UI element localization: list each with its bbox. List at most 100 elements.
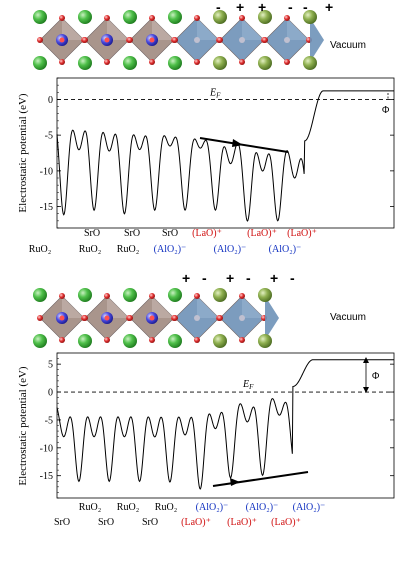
layer-label: RuO₂	[29, 244, 51, 255]
charge-sign: -	[216, 0, 221, 15]
oxygen-atom	[82, 37, 88, 43]
layer-label: SrO	[84, 228, 100, 239]
y-tick-label: -15	[40, 471, 53, 482]
oxygen-atom	[59, 337, 65, 343]
oxygen-atom	[37, 315, 43, 321]
plot-frame	[56, 77, 395, 229]
layer-label: SrO	[98, 517, 114, 528]
layer-label: SrO	[162, 228, 178, 239]
oxygen-atom	[239, 337, 245, 343]
a-site-atom	[168, 56, 182, 70]
a-site-atom	[213, 288, 227, 302]
y-tick-label: 5	[48, 360, 53, 371]
fermi-level-label: EF	[209, 87, 221, 99]
a-site-atom	[123, 10, 137, 24]
ruo6-octahedron	[127, 15, 177, 65]
a-site-atom	[33, 56, 47, 70]
alo6-octahedron	[172, 293, 222, 343]
y-tick-label: 0	[48, 95, 53, 106]
oxygen-atom	[82, 315, 88, 321]
y-axis-title: Electrostatic potential (eV)	[17, 93, 29, 212]
a-site-atom	[213, 334, 227, 348]
potential-curve	[56, 90, 394, 222]
charge-sign: +	[258, 0, 266, 15]
oxygen-atom	[239, 293, 245, 299]
oxygen-atom	[149, 337, 155, 343]
layer-label: SrO	[54, 517, 70, 528]
vacuum-label-bottom: Vacuum	[330, 312, 366, 323]
oxygen-atom	[37, 37, 43, 43]
oxygen-atom	[262, 37, 268, 43]
slope-line	[212, 471, 309, 487]
potential-plot-top: 0 -5 -10 -15 EF Φ Electrostatic potential (…	[17, 77, 395, 229]
oxygen-atom	[194, 15, 200, 21]
oxygen-atom	[104, 59, 110, 65]
a-site-atom	[258, 288, 272, 302]
charge-sign: +	[182, 270, 190, 286]
layer-label: SrO	[124, 228, 140, 239]
a-site-atom	[213, 56, 227, 70]
oxygen-atom	[127, 315, 133, 321]
charge-sign: -	[246, 270, 251, 286]
charge-sign: +	[236, 0, 244, 15]
oxygen-atom	[239, 59, 245, 65]
a-site-atom	[78, 56, 92, 70]
alo6-octahedron	[217, 15, 267, 65]
oxygen-atom	[127, 37, 133, 43]
potential-plot-bottom: 5 0 -5 -10 -15 EF Φ Electrostatic potential …	[17, 352, 395, 499]
a-site-atom	[168, 334, 182, 348]
a-site-atom	[168, 288, 182, 302]
partial-octahedron	[265, 296, 279, 340]
oxygen-atom	[217, 37, 223, 43]
layer-label: RuO₂	[155, 502, 177, 513]
a-site-atom	[213, 10, 227, 24]
y-tick-label: -15	[40, 202, 53, 213]
slope-line	[199, 137, 289, 153]
layer-label: (LaO)⁺	[271, 517, 301, 528]
potential-curve	[56, 359, 394, 490]
layer-label: (AlO₂)⁻	[293, 502, 326, 513]
svg-text:Φ: Φ	[382, 105, 389, 116]
a-site-atom	[123, 288, 137, 302]
a-site-atom	[258, 334, 272, 348]
y-tick-label: -10	[40, 443, 53, 454]
ruo6-octahedron	[82, 293, 132, 343]
phi-marker: Φ	[363, 357, 379, 393]
oxygen-atom	[149, 293, 155, 299]
oxygen-atom	[104, 293, 110, 299]
a-site-atom	[33, 288, 47, 302]
oxygen-atom	[217, 315, 223, 321]
phi-marker: Φ	[382, 93, 389, 116]
a-site-atom	[258, 56, 272, 70]
svg-text:Φ: Φ	[372, 371, 379, 382]
slope-arrow-head	[230, 478, 240, 486]
oxygen-atom	[104, 337, 110, 343]
ruo6-octahedron	[82, 15, 132, 65]
alo6-octahedron	[172, 15, 222, 65]
fermi-level-label: EF	[242, 379, 254, 391]
y-axis-ticks: 5 0 -5 -10 -15	[40, 352, 394, 499]
alo6-octahedron	[262, 15, 312, 65]
slope-arrow-head	[232, 139, 243, 147]
layer-label: (AlO₂)⁻	[246, 502, 279, 513]
layer-labels-top: SrO SrO SrO (LaO)⁺ (LaO)⁺ (LaO)⁺ RuO₂ RuO₂ RuO₂ (…	[29, 228, 317, 255]
oxygen-atom	[194, 337, 200, 343]
oxygen-atom	[194, 293, 200, 299]
layer-label: (LaO)⁺	[192, 228, 222, 239]
charge-sign: -	[290, 270, 295, 286]
layer-label: RuO₂	[117, 244, 139, 255]
oxygen-atom	[284, 59, 290, 65]
oxygen-atom	[104, 15, 110, 21]
layer-label: (LaO)⁺	[227, 517, 257, 528]
y-axis-title: Electrostatic potential (eV)	[17, 366, 29, 485]
layer-labels-bottom: RuO₂ RuO₂ RuO₂ (AlO₂)⁻ (AlO₂)⁻ (AlO₂)⁻ SrO SrO S…	[54, 502, 325, 528]
layer-label: SrO	[142, 517, 158, 528]
oxygen-atom	[59, 293, 65, 299]
oxygen-atom	[172, 315, 178, 321]
charge-signs-top: - + - + - +	[216, 0, 333, 15]
a-site-atom	[303, 10, 317, 24]
oxygen-atom	[239, 15, 245, 21]
crystal-structure-bottom	[33, 288, 279, 348]
charge-signs-bottom: + - + - + -	[182, 270, 295, 286]
